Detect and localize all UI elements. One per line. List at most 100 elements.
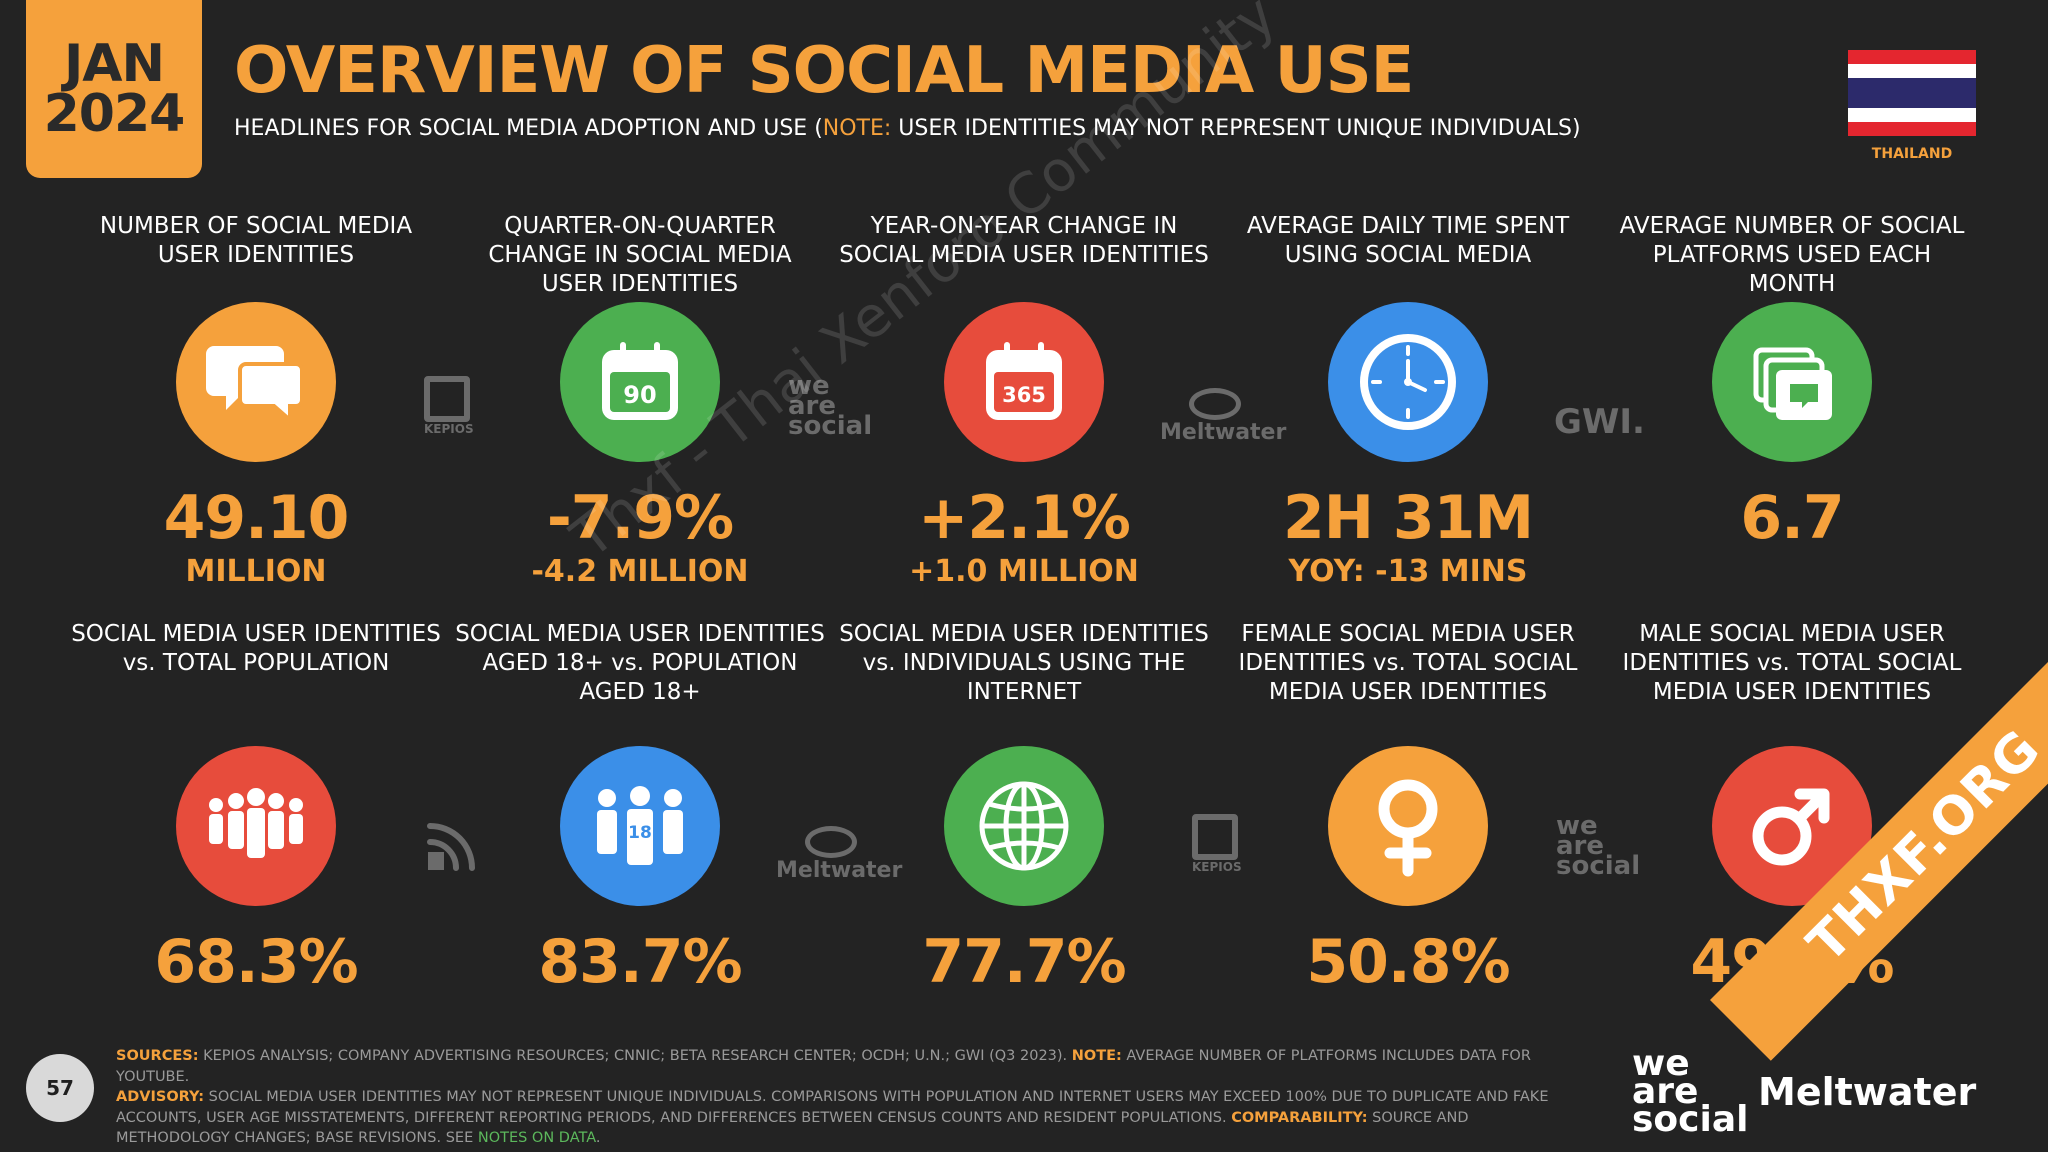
meltwater-logo-2: Meltwater: [776, 826, 903, 883]
stat-value: 50.8%: [1306, 927, 1510, 997]
meltwater-wordmark: Meltwater: [1160, 420, 1287, 445]
globe-icon: [944, 746, 1104, 906]
stat-label: FEMALE SOCIAL MEDIA USER IDENTITIES vs. …: [1238, 621, 1578, 705]
was-are: are: [788, 391, 837, 421]
stat-vs-internet: SOCIAL MEDIA USER IDENTITIES vs. INDIVID…: [838, 620, 1210, 996]
we-are-social-logo-2: we are social: [1556, 811, 1641, 881]
sources-text: KEPIOS ANALYSIS; COMPANY ADVERTISING RES…: [198, 1048, 1072, 1064]
was-social: social: [788, 411, 873, 441]
stat-value: 83.7%: [538, 927, 742, 997]
country-label: THAILAND: [1871, 146, 1953, 162]
was-we: we: [788, 371, 830, 401]
stat-subvalue: YOY: -13 MINS: [1288, 554, 1528, 589]
flag-stripe: [1848, 122, 1976, 136]
date-month: JAN: [63, 34, 165, 94]
datareportal-logo: [422, 812, 486, 880]
stat-subvalue: -4.2 MILLION: [531, 554, 749, 589]
stat-daily-time: AVERAGE DAILY TIME SPENT USING SOCIAL ME…: [1222, 212, 1594, 592]
stat-subvalue: MILLION: [185, 554, 327, 589]
advisory-key: ADVISORY:: [116, 1089, 205, 1105]
people-group-icon: [176, 746, 336, 906]
clock-icon: [1328, 302, 1488, 462]
kepios-mark-icon: [1192, 814, 1238, 860]
was-we: we: [1556, 811, 1598, 841]
stat-year-change: YEAR-ON-YEAR CHANGE IN SOCIAL MEDIA USER…: [838, 212, 1210, 592]
stat-value: 49.2%: [1690, 927, 1894, 997]
stat-value: 2H 31M: [1282, 483, 1534, 553]
stat-platforms: AVERAGE NUMBER OF SOCIAL PLATFORMS USED …: [1606, 212, 1978, 552]
flag-stripe: [1848, 108, 1976, 122]
was-social: social: [1556, 851, 1641, 881]
speech-bubbles-icon: [176, 302, 336, 462]
page-subtitle: HEADLINES FOR SOCIAL MEDIA ADOPTION AND …: [234, 116, 1581, 141]
stacked-windows-icon: [1712, 302, 1872, 462]
calendar-number: 365: [1002, 383, 1046, 407]
stat-value: -7.9%: [546, 483, 734, 553]
was-are: are: [1556, 831, 1605, 861]
gwi-logo: GWI.: [1554, 402, 1645, 442]
footnotes: SOURCES: KEPIOS ANALYSIS; COMPANY ADVERT…: [116, 1046, 1576, 1149]
subtitle-note-label: NOTE:: [822, 116, 892, 141]
stat-label: AVERAGE DAILY TIME SPENT USING SOCIAL ME…: [1246, 213, 1570, 268]
flag-stripe: [1848, 78, 1976, 108]
meltwater-mark-icon: [805, 826, 857, 858]
stat-quarter-change: QUARTER-ON-QUARTER CHANGE IN SOCIAL MEDI…: [454, 212, 826, 592]
stat-label: SOCIAL MEDIA USER IDENTITIES vs. TOTAL P…: [71, 621, 441, 676]
brand-was-are: are: [1632, 1071, 1699, 1112]
stat-label: SOCIAL MEDIA USER IDENTITIES vs. INDIVID…: [839, 621, 1209, 705]
stat-value: 49.10: [163, 483, 350, 553]
notes-end: .: [595, 1130, 601, 1146]
stat-adults-18: SOCIAL MEDIA USER IDENTITIES AGED 18+ vs…: [454, 620, 826, 996]
stat-value: 77.7%: [922, 927, 1126, 997]
notes-on-data-link[interactable]: NOTES ON DATA: [477, 1130, 596, 1146]
stat-vs-population: SOCIAL MEDIA USER IDENTITIES vs. TOTAL P…: [70, 620, 442, 996]
age-number: 18: [628, 823, 652, 843]
stat-value: 68.3%: [154, 927, 358, 997]
brand-we-are-social-logo: we are social: [1632, 1043, 1749, 1140]
kepios-logo: KEPIOS: [424, 376, 474, 436]
male-symbol-icon: [1712, 746, 1872, 906]
flag-stripe: [1848, 50, 1976, 64]
stat-subvalue: +1.0 MILLION: [909, 554, 1139, 589]
note-text: AVERAGE NUMBER OF PLATFORMS INCLUDES DAT…: [116, 1048, 1531, 1085]
brand-meltwater-logo: Meltwater: [1758, 1070, 1977, 1114]
brand-was-social: social: [1632, 1099, 1749, 1140]
adults-18-icon: 18: [560, 746, 720, 906]
stat-label: NUMBER OF SOCIAL MEDIA USER IDENTITIES: [99, 213, 413, 268]
kepios-mark-icon: [424, 376, 470, 422]
page-title: OVERVIEW OF SOCIAL MEDIA USE: [234, 34, 1414, 108]
datareportal-mark-icon: [427, 823, 475, 871]
meltwater-logo: Meltwater: [1160, 388, 1287, 445]
meltwater-wordmark: Meltwater: [776, 858, 903, 883]
stat-label: QUARTER-ON-QUARTER CHANGE IN SOCIAL MEDI…: [488, 213, 792, 297]
kepios-logo-2: KEPIOS: [1192, 814, 1242, 874]
advisory-text: SOCIAL MEDIA USER IDENTITIES MAY NOT REP…: [116, 1089, 1549, 1126]
calendar-number: 90: [623, 381, 656, 409]
meltwater-mark-icon: [1189, 388, 1241, 420]
stat-label: MALE SOCIAL MEDIA USER IDENTITIES vs. TO…: [1622, 621, 1962, 705]
comparability-text: SOURCE AND METHODOLOGY CHANGES; BASE REV…: [116, 1109, 1469, 1147]
subtitle-text-pre: HEADLINES FOR SOCIAL MEDIA ADOPTION AND …: [234, 116, 823, 141]
stat-value: 6.7: [1740, 483, 1844, 553]
page-number: 57: [26, 1054, 94, 1122]
stat-label: SOCIAL MEDIA USER IDENTITIES AGED 18+ vs…: [455, 621, 825, 705]
stat-female: FEMALE SOCIAL MEDIA USER IDENTITIES vs. …: [1222, 620, 1594, 996]
subtitle-text-post: USER IDENTITIES MAY NOT REPRESENT UNIQUE…: [891, 116, 1581, 141]
flag-stripe: [1848, 64, 1976, 78]
stat-value: +2.1%: [918, 483, 1131, 553]
stat-label: YEAR-ON-YEAR CHANGE IN SOCIAL MEDIA USER…: [839, 213, 1209, 268]
we-are-social-logo: we are social: [788, 371, 873, 441]
thailand-flag-icon: [1848, 50, 1976, 136]
brand-was-we: we: [1632, 1043, 1690, 1084]
female-symbol-icon: [1328, 746, 1488, 906]
kepios-wordmark: KEPIOS: [424, 422, 474, 436]
note-key: NOTE:: [1071, 1048, 1122, 1064]
sources-key: SOURCES:: [116, 1048, 199, 1064]
stat-social-media-identities: NUMBER OF SOCIAL MEDIA USER IDENTITIES 4…: [70, 212, 442, 592]
comparability-key: COMPARABILITY:: [1231, 1109, 1368, 1126]
stat-male: MALE SOCIAL MEDIA USER IDENTITIES vs. TO…: [1606, 620, 1978, 996]
calendar-90-icon: 90: [560, 302, 720, 462]
date-badge: JAN 2024: [26, 0, 202, 178]
kepios-wordmark: KEPIOS: [1192, 860, 1242, 874]
calendar-365-icon: 365: [944, 302, 1104, 462]
